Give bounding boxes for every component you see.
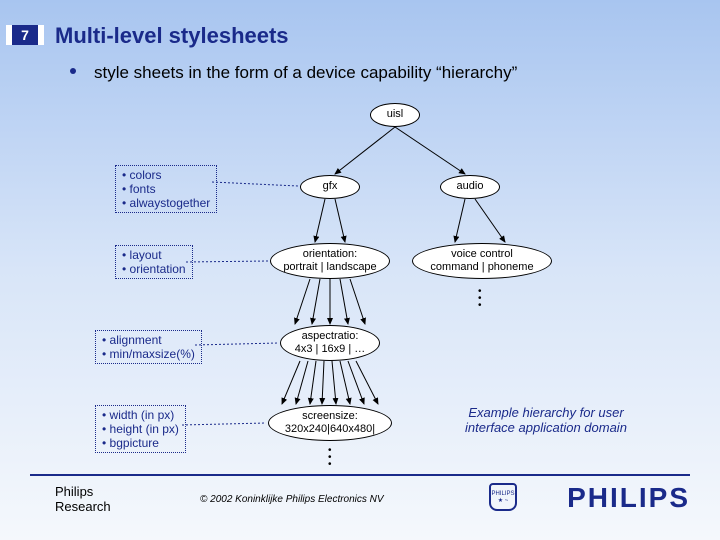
- annotation-box-2: alignmentmin/maxsize(%): [95, 330, 202, 364]
- annotation-box-3: width (in px)height (in px)bgpicture: [95, 405, 186, 453]
- bullet-text: style sheets in the form of a device cap…: [94, 63, 517, 83]
- philips-shield-icon: PHILIPS★ ~: [489, 483, 517, 511]
- annotation-item: alignment: [102, 333, 195, 347]
- node-orient: orientation:portrait | landscape: [270, 243, 390, 279]
- footer-copyright: © 2002 Koninklijke Philips Electronics N…: [200, 494, 384, 505]
- node-voice: voice controlcommand | phoneme: [412, 243, 552, 279]
- node-root: uisl: [370, 103, 420, 127]
- node-audio: audio: [440, 175, 500, 199]
- annotation-box-1: layoutorientation: [115, 245, 193, 279]
- vertical-ellipsis: •••: [328, 447, 332, 468]
- footer-org: PhilipsResearch: [55, 484, 111, 514]
- bullet-dot-icon: [70, 68, 76, 74]
- slide-title: Multi-level stylesheets: [55, 23, 289, 49]
- footer-divider: [30, 474, 690, 476]
- annotation-item: height (in px): [102, 422, 179, 436]
- annotation-box-0: colorsfontsalwaystogether: [115, 165, 217, 213]
- slide-number: 7: [8, 25, 42, 45]
- node-aspect: aspectratio:4x3 | 16x9 | …: [280, 325, 380, 361]
- annotation-item: orientation: [122, 262, 186, 276]
- vertical-ellipsis: •••: [478, 288, 482, 309]
- annotation-item: min/maxsize(%): [102, 347, 195, 361]
- example-caption: Example hierarchy for userinterface appl…: [436, 405, 656, 435]
- annotation-item: bgpicture: [102, 436, 179, 450]
- annotation-item: colors: [122, 168, 210, 182]
- node-screensize: screensize:320x240|640x480|: [268, 405, 392, 441]
- node-gfx: gfx: [300, 175, 360, 199]
- philips-logo: PHILIPS: [567, 482, 690, 514]
- annotation-item: layout: [122, 248, 186, 262]
- annotation-item: width (in px): [102, 408, 179, 422]
- bullet-row: style sheets in the form of a device cap…: [70, 63, 517, 83]
- annotation-item: alwaystogether: [122, 196, 210, 210]
- annotation-item: fonts: [122, 182, 210, 196]
